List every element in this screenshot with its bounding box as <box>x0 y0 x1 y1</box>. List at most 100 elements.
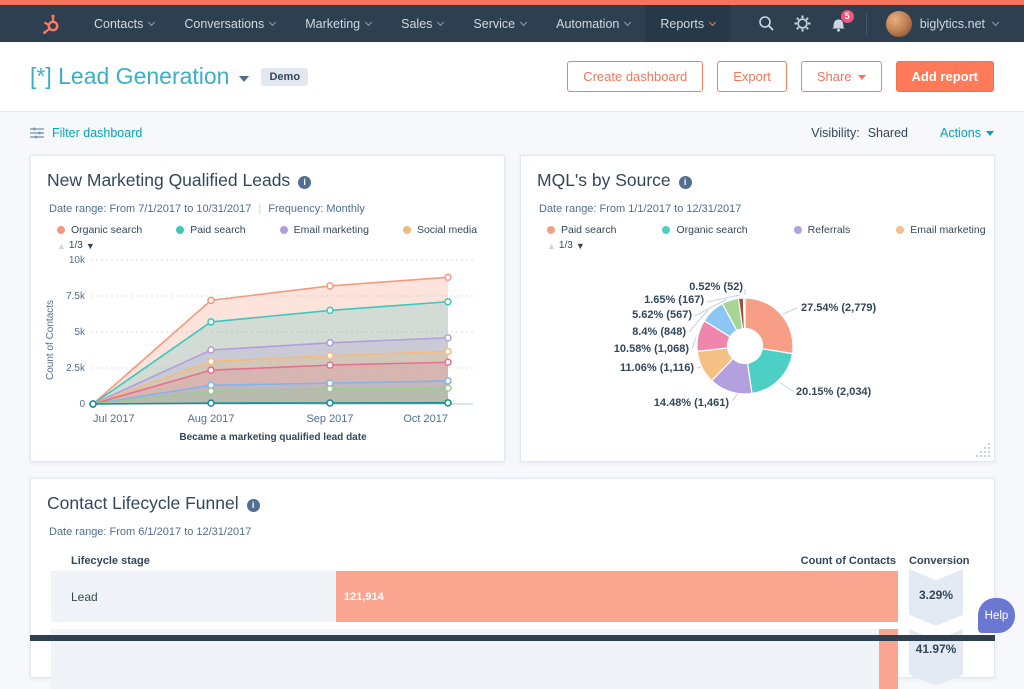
chevron-down-icon <box>858 75 866 80</box>
notifications-bell-icon[interactable]: 5 <box>830 15 847 32</box>
search-icon[interactable] <box>758 15 775 32</box>
export-button[interactable]: Export <box>717 61 787 92</box>
add-report-button[interactable]: Add report <box>896 61 994 92</box>
visibility-label: Visibility: <box>811 126 859 140</box>
donut-slice-label: 8.4% (848) <box>566 326 686 338</box>
report-title: New Marketing Qualified Leads <box>47 170 290 191</box>
legend-dot-icon <box>176 226 184 234</box>
chevron-down-icon <box>269 18 276 25</box>
nav-item-label: Sales <box>401 17 432 31</box>
create-dashboard-button[interactable]: Create dashboard <box>567 61 703 92</box>
nav-item-contacts[interactable]: Contacts <box>79 5 169 42</box>
legend-item[interactable]: Social media <box>403 224 477 236</box>
legend-dot-icon <box>280 226 288 234</box>
account-domain: biglytics.net <box>920 17 985 31</box>
visibility-value: Shared <box>868 126 908 140</box>
nav-item-reports[interactable]: Reports <box>645 5 730 42</box>
legend-item[interactable]: Organic search <box>57 224 142 236</box>
chevron-down-icon <box>992 18 999 25</box>
svg-text:Became a marketing qualified l: Became a marketing qualified lead date <box>179 432 367 443</box>
svg-text:2.5k: 2.5k <box>66 363 86 374</box>
mql-by-source-report-card: MQL's by Source i Date range: From 1/1/2… <box>520 155 995 462</box>
contact-lifecycle-funnel-card: Contact Lifecycle Funnel i Date range: F… <box>30 478 995 678</box>
chevron-down-icon <box>709 18 716 25</box>
donut-slice-label: 0.52% (52) <box>623 281 743 293</box>
legend-label: Organic search <box>71 224 142 236</box>
svg-text:0: 0 <box>79 399 85 410</box>
column-header-count: Count of Contacts <box>801 555 896 567</box>
chart-legend: Organic search Paid search Email marketing… <box>57 224 477 236</box>
donut-slice-label: 10.58% (1,068) <box>569 343 689 355</box>
share-button[interactable]: Share <box>801 61 882 92</box>
settings-gear-icon[interactable] <box>794 15 811 32</box>
notification-count-badge: 5 <box>841 10 854 23</box>
column-header-lifecycle-stage: Lifecycle stage <box>71 555 150 567</box>
chevron-down-icon <box>624 18 631 25</box>
nav-items: Contacts Conversations Marketing Sales Servi… <box>79 5 730 42</box>
nav-item-label: Contacts <box>94 17 143 31</box>
funnel-bar-value: 121,914 <box>336 591 384 603</box>
donut-slice-label: 11.06% (1,116) <box>574 362 694 374</box>
filter-dashboard-link[interactable]: Filter dashboard <box>30 126 142 140</box>
account-menu[interactable]: biglytics.net <box>886 11 998 37</box>
dashboard-title[interactable]: [*] Lead Generation <box>30 63 229 90</box>
conversion-chevron: 3.29% <box>909 569 963 626</box>
svg-text:Count of Contacts: Count of Contacts <box>45 300 56 380</box>
legend-label: Social media <box>417 224 477 236</box>
nav-item-sales[interactable]: Sales <box>386 5 458 42</box>
donut-slice-label: 14.48% (1,461) <box>609 397 729 409</box>
filter-icon <box>30 127 44 139</box>
donut-slice-label: 5.62% (567) <box>572 309 692 321</box>
title-dropdown-caret-icon[interactable] <box>239 76 249 82</box>
legend-dot-icon <box>403 226 411 234</box>
nav-item-marketing[interactable]: Marketing <box>290 5 386 42</box>
legend-dot-icon <box>57 226 65 234</box>
main-nav: Contacts Conversations Marketing Sales Servi… <box>0 5 1024 42</box>
nav-item-service[interactable]: Service <box>458 5 541 42</box>
donut-slice-label: 20.15% (2,034) <box>796 386 871 398</box>
funnel-bar[interactable]: 121,914 <box>336 571 898 622</box>
hubspot-logo-icon[interactable] <box>42 14 61 34</box>
chevron-down-icon <box>986 131 994 136</box>
help-button[interactable]: Help <box>978 598 1015 633</box>
next-section-edge <box>30 635 995 641</box>
chevron-down-icon <box>437 18 444 25</box>
nav-divider <box>866 13 867 35</box>
legend-label: Email marketing <box>294 224 369 236</box>
svg-text:Aug 2017: Aug 2017 <box>187 413 234 425</box>
donut-slice-label: 27.54% (2,779) <box>801 302 876 314</box>
donut-slice-label: 1.65% (167) <box>584 294 704 306</box>
donut-slice[interactable] <box>745 298 793 354</box>
funnel-row-lead: Lead 121,914 <box>51 571 898 622</box>
legend-label: Paid search <box>190 224 245 236</box>
svg-text:5k: 5k <box>74 327 86 338</box>
info-icon[interactable]: i <box>247 499 260 512</box>
info-icon[interactable]: i <box>298 176 311 189</box>
nav-item-label: Conversations <box>184 17 264 31</box>
header-buttons: Create dashboard Export Share Add report <box>567 61 994 92</box>
report-title: Contact Lifecycle Funnel <box>47 493 239 514</box>
chevron-down-icon <box>365 18 372 25</box>
svg-text:Oct 2017: Oct 2017 <box>403 413 448 425</box>
nav-item-automation[interactable]: Automation <box>541 5 645 42</box>
svg-text:Sep 2017: Sep 2017 <box>306 413 353 425</box>
nav-item-conversations[interactable]: Conversations <box>169 5 290 42</box>
nav-item-label: Reports <box>660 17 704 31</box>
column-header-conversion: Conversion <box>909 555 963 567</box>
actions-menu[interactable]: Actions <box>940 126 994 140</box>
card-resize-grip[interactable] <box>976 443 991 458</box>
dashboard-toolbar: Filter dashboard Visibility: Shared Acti… <box>0 112 1024 154</box>
legend-item[interactable]: Paid search <box>176 224 245 236</box>
chevron-down-icon <box>520 18 527 25</box>
chevron-down-icon <box>148 18 155 25</box>
funnel-stage-label: Lead <box>71 590 98 604</box>
nav-item-label: Marketing <box>305 17 360 31</box>
user-avatar <box>886 11 912 37</box>
dashboard-header: [*] Lead Generation Demo Create dashboar… <box>0 42 1024 112</box>
report-date-range: Date range: From 6/1/2017 to 12/31/2017 <box>49 526 251 538</box>
nav-right: 5 biglytics.net <box>758 11 1024 37</box>
svg-text:10k: 10k <box>69 255 86 266</box>
svg-text:7.5k: 7.5k <box>66 291 86 302</box>
legend-item[interactable]: Email marketing <box>280 224 369 236</box>
